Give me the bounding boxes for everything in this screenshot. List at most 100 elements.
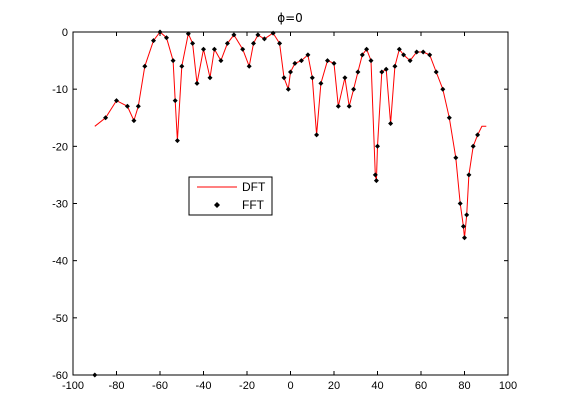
- fft-point: [396, 46, 402, 52]
- fft-point: [446, 115, 452, 121]
- fft-point: [305, 52, 311, 58]
- fft-point: [440, 86, 446, 92]
- fft-point: [392, 63, 398, 69]
- fft-point: [151, 38, 156, 44]
- fft-point: [135, 103, 141, 109]
- fft-point: [309, 75, 315, 81]
- fft-point: [388, 121, 394, 126]
- fft-point: [224, 40, 230, 46]
- fft-point: [379, 69, 385, 75]
- chart-title: ϕ=0: [277, 11, 303, 25]
- fft-point: [170, 58, 176, 64]
- fft-point: [318, 80, 324, 86]
- fft-point: [373, 178, 379, 184]
- axes: -100 -80 -60 -40 -20 0 20 40 60 80 100 0 -10 -20 -30 -4…: [52, 27, 517, 392]
- fft-point: [124, 103, 130, 109]
- fft-point: [375, 143, 380, 149]
- fft-point: [285, 86, 291, 92]
- fft-point: [281, 75, 287, 81]
- fft-point: [433, 69, 439, 75]
- x-tick-label: -20: [239, 380, 255, 392]
- fft-point: [355, 69, 361, 75]
- fft-point: [457, 201, 463, 206]
- fft-point: [401, 52, 407, 58]
- fft-point: [475, 132, 481, 138]
- fft-point: [427, 52, 433, 58]
- plot-area: [72, 31, 509, 376]
- fft-point: [372, 172, 378, 178]
- fft-point: [453, 155, 459, 161]
- x-tick-label: -60: [152, 380, 168, 392]
- fft-point: [270, 30, 276, 36]
- x-tick-label: -80: [109, 380, 125, 392]
- y-tick-label: -20: [52, 141, 68, 153]
- fft-point: [179, 63, 185, 69]
- x-tick-label: 0: [287, 380, 293, 392]
- y-tick-label: -10: [52, 84, 68, 96]
- fft-point: [131, 118, 137, 124]
- legend-fft-marker: [214, 202, 220, 208]
- fft-point: [246, 63, 252, 69]
- x-tick-label: -40: [196, 380, 212, 392]
- x-tick-label: 100: [499, 380, 517, 392]
- fft-point: [466, 172, 472, 178]
- fft-point: [240, 46, 246, 52]
- x-tick-label: -100: [62, 380, 84, 392]
- fft-point: [194, 80, 200, 86]
- fft-point: [103, 115, 109, 121]
- fft-point: [383, 66, 389, 72]
- fft-point: [277, 40, 283, 46]
- fft-point: [174, 138, 180, 144]
- fft-point: [92, 372, 98, 378]
- fft-point: [231, 32, 237, 38]
- fft-point: [288, 69, 293, 75]
- fft-point: [201, 46, 206, 52]
- fft-point: [359, 52, 365, 58]
- fft-point: [342, 75, 348, 81]
- fft-point: [364, 46, 370, 52]
- fft-point: [255, 32, 261, 38]
- y-tick-label: 0: [62, 27, 68, 39]
- fft-point: [420, 49, 426, 55]
- x-tick-label: 60: [415, 380, 427, 392]
- fft-point: [351, 86, 357, 92]
- fft-point: [211, 46, 217, 52]
- y-tick-label: -60: [52, 370, 68, 382]
- y-tick-label: -40: [52, 256, 68, 268]
- fft-point: [114, 98, 119, 104]
- fft-point: [164, 35, 169, 41]
- fft-point: [460, 223, 466, 229]
- fft-point: [462, 235, 467, 241]
- fft-point: [331, 60, 337, 66]
- fft-point: [470, 143, 476, 149]
- y-tick-label: -50: [52, 313, 68, 325]
- fft-point: [407, 58, 413, 64]
- legend-dft-label: DFT: [242, 180, 266, 194]
- fft-point: [368, 58, 374, 64]
- fft-point: [157, 29, 163, 35]
- x-tick-label: 40: [371, 380, 383, 392]
- fft-point: [190, 40, 196, 46]
- fft-point: [325, 58, 330, 64]
- series: [92, 29, 487, 378]
- legend: DFT FFT: [188, 176, 273, 216]
- fft-point: [185, 31, 191, 37]
- fft-point: [142, 63, 148, 69]
- y-tick-label: -30: [52, 199, 68, 211]
- fft-point: [346, 103, 352, 109]
- legend-box: [188, 176, 273, 216]
- fft-point: [414, 49, 420, 55]
- fft-point: [261, 36, 267, 42]
- fft-point: [298, 58, 304, 64]
- legend-fft-label: FFT: [242, 198, 265, 212]
- fft-point: [251, 40, 256, 46]
- x-tick-label: 80: [458, 380, 470, 392]
- fft-point: [335, 103, 341, 109]
- fft-point: [172, 98, 178, 104]
- fft-point: [314, 132, 320, 138]
- fft-point: [292, 60, 298, 66]
- fft-point: [464, 212, 470, 218]
- fft-point: [207, 75, 213, 81]
- x-tick-label: 20: [328, 380, 340, 392]
